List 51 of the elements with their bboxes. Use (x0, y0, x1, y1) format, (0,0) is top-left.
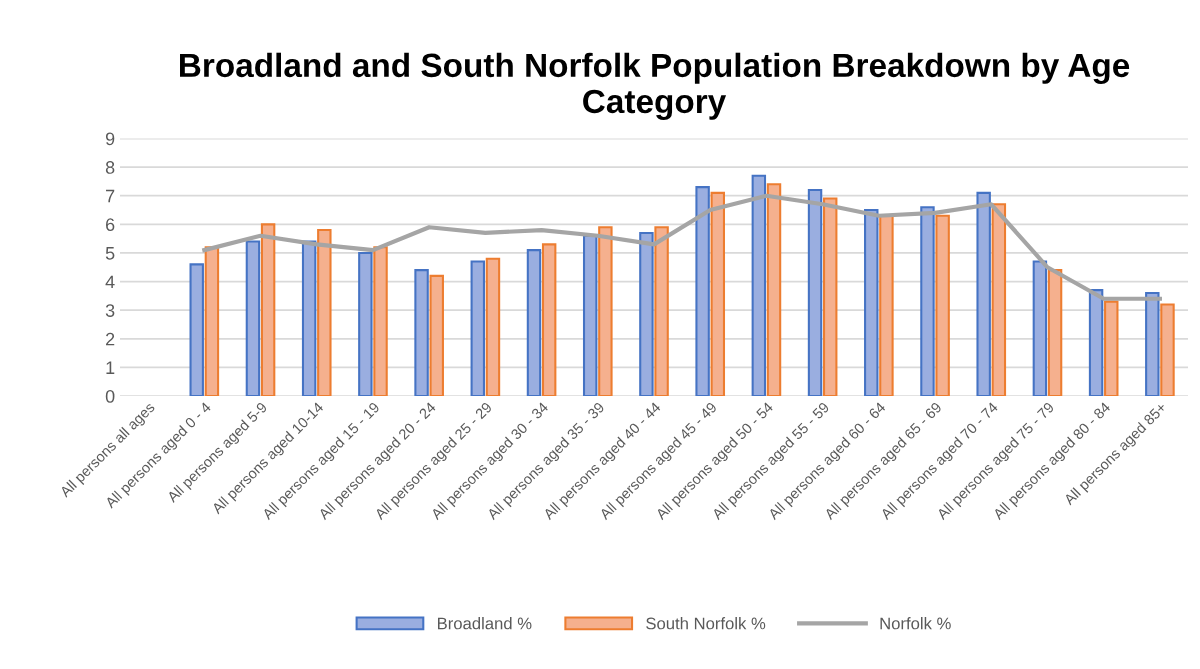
y-tick-label: 5 (105, 247, 115, 260)
bar (1160, 303, 1175, 397)
bar (541, 243, 557, 397)
chart-title: Broadland and South Norfolk Population Breakdown by Age Category (180, 52, 1130, 120)
y-tick-label: 6 (106, 218, 115, 232)
bar (991, 203, 1007, 397)
bar (710, 191, 726, 397)
bar (879, 214, 894, 397)
bar (414, 269, 429, 397)
bar (429, 274, 444, 397)
bar (864, 208, 879, 397)
y-tick-label: 4 (105, 275, 115, 289)
bar (1088, 289, 1104, 397)
y-tick-label: 7 (106, 189, 115, 203)
bar (204, 246, 220, 397)
y-tick-label: 3 (105, 304, 115, 317)
y-tick-label: 0 (105, 389, 115, 403)
legend-label: Broadland % (437, 617, 532, 630)
bar (526, 249, 542, 397)
y-tick-label: 8 (105, 161, 115, 174)
bar (976, 191, 991, 397)
bar (639, 231, 654, 397)
line-series (202, 193, 1162, 301)
bar (598, 226, 613, 397)
bar (373, 246, 388, 397)
bar (470, 260, 485, 397)
bar (317, 229, 332, 397)
bar (751, 174, 767, 397)
legend-label: Norfolk % (880, 617, 951, 630)
bar (189, 263, 204, 397)
bar (1145, 291, 1160, 397)
bar (807, 188, 823, 397)
bar (301, 240, 317, 397)
bar (1047, 269, 1063, 397)
bar (260, 223, 276, 397)
bar (245, 240, 261, 397)
bar (582, 234, 598, 397)
bar (766, 183, 782, 397)
bar (485, 257, 501, 397)
bar (358, 251, 373, 397)
y-tick-label: 2 (106, 332, 115, 346)
bar (920, 206, 935, 397)
y-tick-label: 9 (105, 132, 115, 146)
bar (1104, 300, 1119, 397)
bar (935, 214, 950, 397)
y-tick-label: 1 (106, 361, 115, 374)
bar (1032, 260, 1048, 397)
bar (654, 226, 669, 397)
bar (823, 197, 838, 397)
legend-label: South Norfolk % (646, 617, 766, 630)
bar (695, 186, 710, 397)
